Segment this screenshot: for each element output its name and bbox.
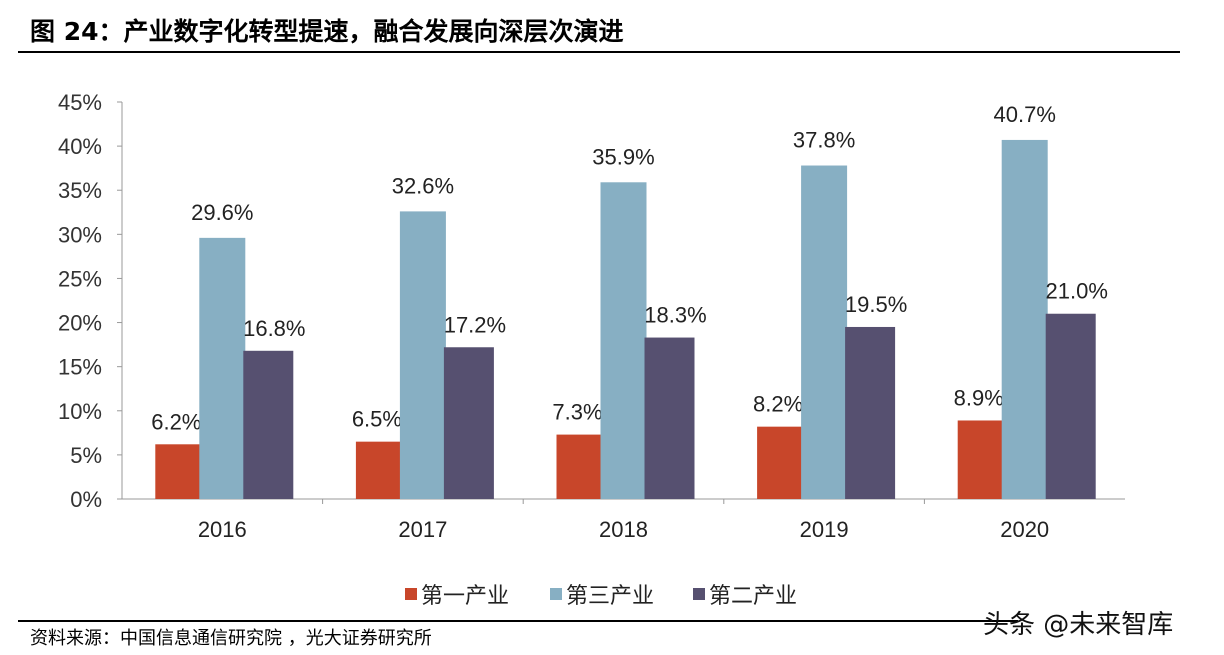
data-label: 29.6%: [191, 200, 253, 225]
data-label: 8.9%: [954, 385, 1004, 410]
bar-第三产业: [1001, 139, 1048, 500]
data-label: 32.6%: [392, 173, 454, 198]
y-tick-label: 45%: [58, 90, 102, 115]
legend-swatch: [550, 588, 562, 600]
bar-第一产业: [355, 441, 402, 499]
y-tick-label: 40%: [58, 134, 102, 159]
bar-第三产业: [199, 237, 246, 499]
legend-item: 第三产业: [550, 578, 654, 610]
y-tick-label: 25%: [58, 266, 102, 291]
x-tick-label: 2019: [800, 517, 849, 542]
bar-第三产业: [600, 182, 647, 499]
x-tick-label: 2016: [198, 517, 247, 542]
bar-第三产业: [801, 165, 848, 499]
bar-第一产业: [556, 434, 603, 499]
bar-第二产业: [243, 350, 294, 499]
y-tick-label: 30%: [58, 222, 102, 247]
x-tick-label: 2018: [599, 517, 648, 542]
x-tick-label: 2017: [398, 517, 447, 542]
data-label: 8.2%: [753, 392, 803, 417]
bar-第二产业: [443, 347, 494, 499]
bar-第二产业: [1045, 313, 1096, 499]
data-label: 40.7%: [994, 102, 1056, 127]
bar-第三产业: [399, 211, 446, 499]
data-label: 17.2%: [444, 312, 506, 337]
bar-第二产业: [644, 337, 695, 499]
figure-title: 图 24：产业数字化转型提速，融合发展向深层次演进: [30, 17, 624, 46]
y-tick-label: 20%: [58, 311, 102, 336]
bar-第一产业: [957, 420, 1004, 499]
bar-第一产业: [155, 444, 202, 499]
legend-swatch: [693, 588, 705, 600]
data-label: 35.9%: [592, 144, 654, 169]
data-label: 21.0%: [1046, 279, 1108, 304]
legend-label: 第二产业: [709, 584, 798, 609]
legend-swatch: [405, 588, 417, 600]
x-tick-label: 2020: [1000, 517, 1049, 542]
legend-label: 第三产业: [566, 584, 655, 609]
data-label: 18.3%: [644, 303, 706, 328]
y-tick-label: 35%: [58, 178, 102, 203]
data-label: 7.3%: [552, 400, 602, 425]
bar-chart: 0% 5% 10% 15% 20% 25% 30% 35% 40% 45% 2016 6.2% 29.6…: [58, 90, 1125, 542]
watermark: 头条 @未来智库: [983, 610, 1174, 640]
y-tick-label: 5%: [70, 443, 102, 468]
data-label: 6.2%: [151, 409, 201, 434]
legend-item: 第二产业: [693, 578, 797, 610]
source-rule: [18, 620, 1018, 622]
legend-item: 第一产业: [405, 578, 509, 610]
y-tick-label: 0%: [70, 487, 102, 512]
y-tick-label: 15%: [58, 355, 102, 380]
legend-label: 第一产业: [421, 584, 510, 609]
data-label: 19.5%: [845, 292, 907, 317]
source-note: 资料来源：中国信息通信研究院 ，光大证券研究所: [30, 628, 432, 649]
y-tick-label: 10%: [58, 399, 102, 424]
bar-第一产业: [757, 426, 804, 499]
data-label: 16.8%: [243, 316, 305, 341]
bar-第二产业: [845, 326, 896, 499]
title-rule: [18, 51, 1180, 53]
data-label: 37.8%: [793, 128, 855, 153]
data-label: 6.5%: [352, 407, 402, 432]
